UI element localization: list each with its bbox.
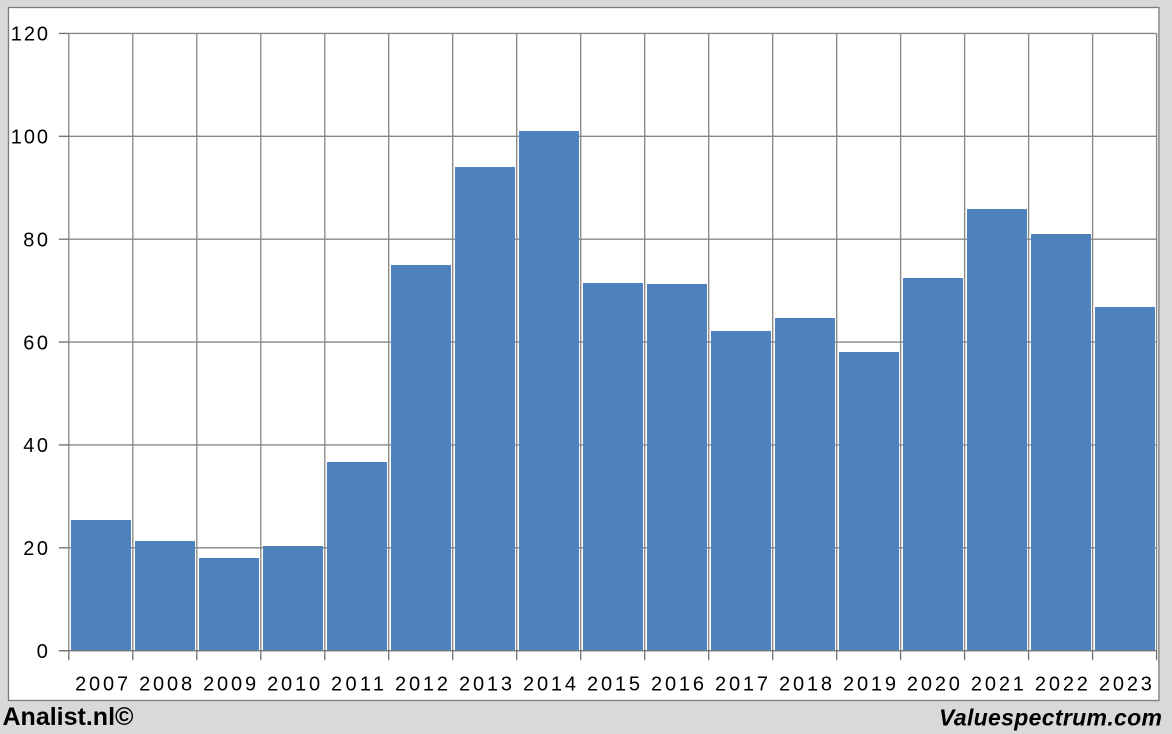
svg-text:Analist.nl©: Analist.nl© [3, 703, 135, 731]
svg-text:Valuespectrum.com: Valuespectrum.com [939, 704, 1162, 730]
svg-text:100: 100 [11, 127, 48, 149]
svg-text:0: 0 [37, 641, 48, 663]
svg-text:120: 120 [11, 24, 48, 46]
